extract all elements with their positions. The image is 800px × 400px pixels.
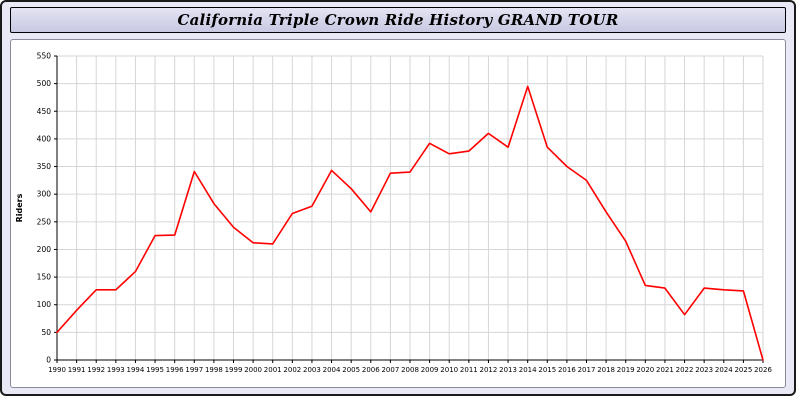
svg-text:250: 250 [37, 217, 52, 226]
svg-text:500: 500 [37, 79, 52, 88]
svg-text:2002: 2002 [283, 366, 301, 374]
svg-text:1995: 1995 [146, 366, 164, 374]
svg-text:2001: 2001 [264, 366, 282, 374]
svg-text:550: 550 [37, 52, 52, 61]
svg-text:400: 400 [37, 134, 52, 143]
svg-text:2015: 2015 [538, 366, 556, 374]
svg-text:1992: 1992 [87, 366, 105, 374]
svg-text:2023: 2023 [695, 366, 713, 374]
svg-text:300: 300 [37, 190, 52, 199]
svg-text:350: 350 [37, 162, 52, 171]
svg-text:50: 50 [41, 328, 51, 337]
svg-text:2026: 2026 [754, 366, 772, 374]
svg-text:Riders: Riders [15, 193, 24, 222]
svg-text:2017: 2017 [578, 366, 596, 374]
svg-text:100: 100 [37, 300, 52, 309]
svg-text:1998: 1998 [205, 366, 223, 374]
svg-text:1997: 1997 [185, 366, 203, 374]
svg-text:2004: 2004 [323, 366, 341, 374]
svg-text:2016: 2016 [558, 366, 576, 374]
svg-text:1991: 1991 [68, 366, 86, 374]
svg-text:2007: 2007 [381, 366, 399, 374]
svg-text:2018: 2018 [597, 366, 615, 374]
svg-text:2003: 2003 [303, 366, 321, 374]
svg-text:2019: 2019 [617, 366, 635, 374]
svg-text:2008: 2008 [401, 366, 419, 374]
svg-text:450: 450 [37, 107, 52, 116]
svg-text:1990: 1990 [48, 366, 66, 374]
chart-title: California Triple Crown Ride History GRA… [177, 11, 619, 29]
svg-text:200: 200 [37, 245, 52, 254]
svg-text:2025: 2025 [734, 366, 752, 374]
svg-text:2022: 2022 [676, 366, 694, 374]
svg-text:2011: 2011 [460, 366, 478, 374]
svg-text:2024: 2024 [715, 366, 733, 374]
svg-text:2000: 2000 [244, 366, 262, 374]
svg-text:2020: 2020 [636, 366, 654, 374]
svg-text:2014: 2014 [519, 366, 537, 374]
svg-text:1996: 1996 [166, 366, 184, 374]
svg-text:1999: 1999 [225, 366, 243, 374]
svg-text:150: 150 [37, 273, 52, 282]
svg-text:2021: 2021 [656, 366, 674, 374]
chart-panel: 0 50 100 150 200 250 300 350 400 450 500 550 1990 199… [10, 39, 786, 388]
svg-text:2009: 2009 [421, 366, 439, 374]
svg-text:2013: 2013 [499, 366, 517, 374]
svg-text:1994: 1994 [127, 366, 145, 374]
svg-text:1993: 1993 [107, 366, 125, 374]
svg-text:2005: 2005 [342, 366, 360, 374]
chart-title-bar: California Triple Crown Ride History GRA… [10, 7, 786, 33]
svg-text:0: 0 [46, 356, 51, 365]
svg-text:2006: 2006 [362, 366, 380, 374]
svg-text:2012: 2012 [480, 366, 498, 374]
svg-text:2010: 2010 [440, 366, 458, 374]
